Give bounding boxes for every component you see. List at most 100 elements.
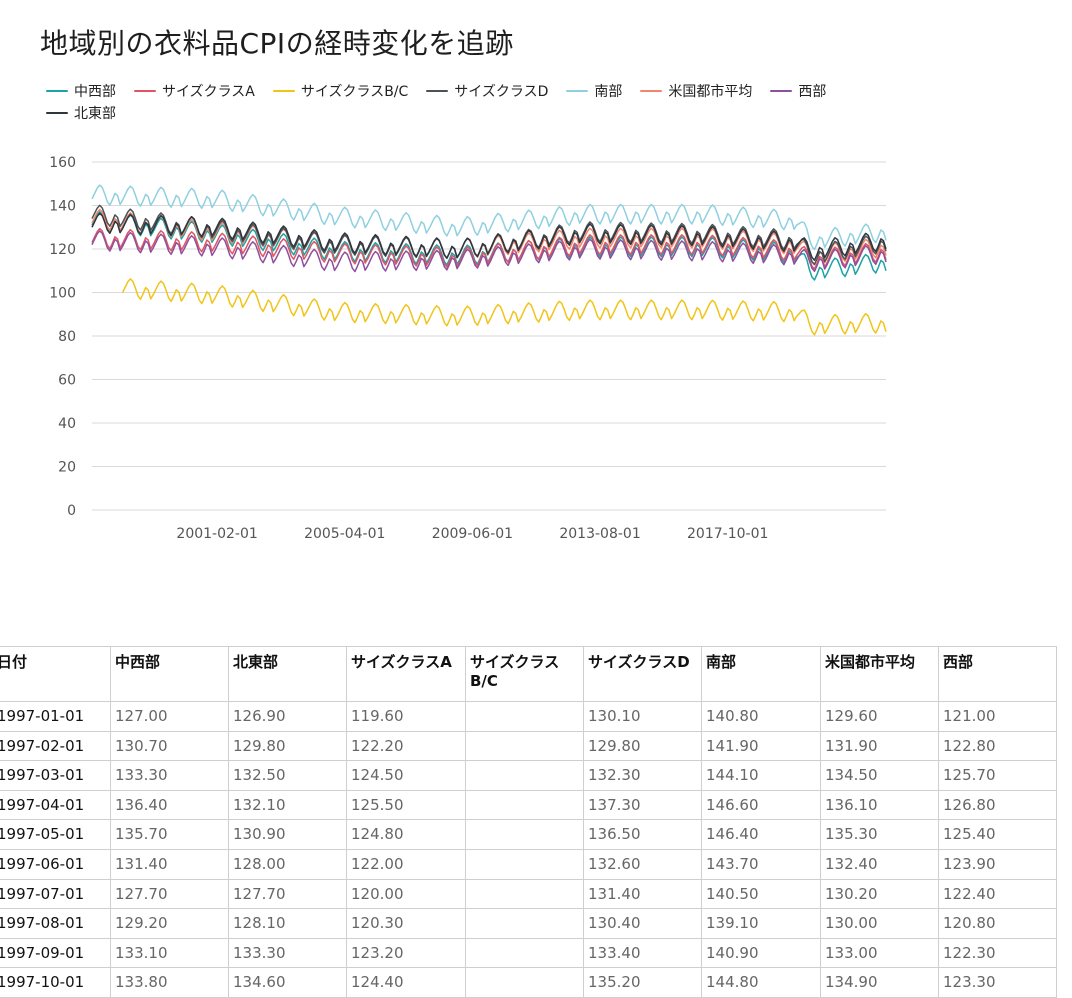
table-value-cell: 125.40: [938, 819, 1057, 850]
legend-item[interactable]: 北東部: [46, 104, 116, 122]
table-header-cell: 南部: [701, 646, 821, 702]
table-date-cell: 1997-08-01: [0, 908, 111, 939]
table-header-cell: 中西部: [110, 646, 229, 702]
table-value-cell: [465, 701, 584, 732]
table-row: 1997-01-01 127.00 126.90 119.60 130.10 140.80…: [0, 701, 1057, 732]
legend-item[interactable]: サイズクラスB/C: [272, 82, 409, 100]
legend-item[interactable]: 南部: [566, 82, 622, 100]
table-value-cell: 133.30: [228, 937, 347, 969]
y-tick-label: 0: [67, 503, 76, 519]
table-value-cell: 144.80: [701, 967, 821, 998]
table-value-cell: 141.90: [701, 730, 821, 762]
legend-item[interactable]: 中西部: [46, 82, 116, 100]
y-tick-label: 100: [49, 286, 76, 302]
table-value-cell: 125.70: [938, 760, 1057, 791]
table-value-cell: 121.00: [938, 701, 1057, 732]
grid-lines: [92, 161, 886, 511]
table-value-cell: 130.40: [583, 908, 702, 939]
legend-swatch: [46, 90, 68, 92]
table-value-cell: 144.10: [701, 760, 821, 791]
table-value-cell: 136.40: [110, 789, 229, 821]
table-header-row: 日付 中西部 北東部 サイズクラスA サイズクラスB/C サイズクラスD 南部 米国都市平均西…: [0, 646, 1057, 702]
table-value-cell: 125.50: [346, 789, 466, 821]
table-value-cell: 134.50: [820, 760, 939, 791]
table-value-cell: 130.90: [228, 819, 347, 850]
table-value-cell: 119.60: [346, 701, 466, 732]
table-value-cell: 143.70: [701, 848, 821, 880]
table-value-cell: [465, 967, 584, 998]
table-value-cell: 127.70: [228, 878, 347, 910]
table-header-cell: 米国都市平均: [820, 646, 939, 702]
table-value-cell: [465, 789, 584, 821]
table-value-cell: 139.10: [701, 908, 821, 939]
series-line: [91, 184, 887, 251]
table-value-cell: 122.20: [346, 730, 466, 762]
x-tick-label: 2013-08-01: [559, 526, 640, 542]
table-row: 1997-06-01 131.40 128.00 122.00 132.60 143.70…: [0, 848, 1057, 880]
table-date-cell: 1997-04-01: [0, 789, 111, 821]
legend-label: サイズクラスD: [454, 84, 549, 100]
y-tick-label: 40: [58, 416, 76, 432]
table-value-cell: 135.70: [110, 819, 229, 850]
table-value-cell: [465, 730, 584, 762]
legend-swatch: [640, 90, 663, 92]
table-value-cell: [465, 760, 584, 791]
legend-item[interactable]: サイズクラスD: [426, 82, 548, 100]
table-date-cell: 1997-09-01: [0, 937, 111, 969]
table-row: 1997-04-01 136.40 132.10 125.50 137.30 146.60…: [0, 789, 1057, 821]
table-value-cell: 136.10: [820, 789, 939, 821]
table-value-cell: 132.30: [583, 760, 702, 791]
legend-label: 中西部: [74, 84, 116, 100]
table-value-cell: 130.10: [583, 701, 702, 732]
legend-swatch: [566, 90, 589, 92]
table-value-cell: 134.90: [820, 967, 939, 998]
table-value-cell: 122.30: [938, 937, 1057, 969]
table-row: 1997-02-01 130.70 129.80 122.20 129.80 141.90…: [0, 730, 1057, 762]
table-value-cell: 133.30: [110, 760, 229, 791]
table-date-cell: 1997-02-01: [0, 730, 111, 762]
table-row: 1997-08-01 129.20 128.10 120.30 130.40 139.10…: [0, 908, 1057, 939]
table-value-cell: 128.10: [228, 908, 347, 939]
table-header-cell: サイズクラスA: [346, 646, 466, 702]
table-value-cell: 130.00: [820, 908, 939, 939]
legend-item[interactable]: 米国都市平均: [640, 82, 752, 100]
table-value-cell: 122.40: [938, 878, 1057, 910]
table-value-cell: 124.40: [346, 967, 466, 998]
table-value-cell: [465, 937, 584, 969]
table-date-cell: 1997-01-01: [0, 701, 111, 732]
table-row: 1997-05-01 135.70 130.90 124.80 136.50 146.40…: [0, 819, 1057, 850]
table-header-cell: サイズクラスB/C: [465, 646, 584, 702]
table-value-cell: 120.00: [346, 878, 466, 910]
table-value-cell: 133.10: [110, 937, 229, 969]
legend-swatch: [46, 112, 68, 114]
table-value-cell: 132.40: [820, 848, 939, 880]
x-tick-label: 2005-04-01: [304, 526, 385, 542]
table-value-cell: 135.30: [820, 819, 939, 850]
table-value-cell: 130.20: [820, 878, 939, 910]
table-value-cell: [465, 819, 584, 850]
table-value-cell: 133.80: [110, 967, 229, 998]
table-value-cell: 133.00: [820, 937, 939, 969]
table-value-cell: 132.50: [228, 760, 347, 791]
table-value-cell: 129.80: [228, 730, 347, 762]
table-value-cell: 123.30: [938, 967, 1057, 998]
legend-label: サイズクラスB/C: [300, 84, 409, 100]
table-header-cell: 日付: [0, 646, 111, 702]
table-value-cell: 131.40: [583, 878, 702, 910]
table-body: 1997-01-01 127.00 126.90 119.60 130.10 140.80…: [0, 701, 1057, 998]
table-date-cell: 1997-06-01: [0, 848, 111, 880]
y-tick-label: 140: [49, 199, 76, 215]
series-line: [121, 278, 887, 336]
table-value-cell: 129.20: [110, 908, 229, 939]
y-tick-label: 160: [49, 155, 76, 171]
table-value-cell: 122.00: [346, 848, 466, 880]
legend-swatch: [770, 90, 793, 92]
table-value-cell: 132.60: [583, 848, 702, 880]
legend-item[interactable]: サイズクラスA: [134, 82, 255, 100]
data-table: 日付 中西部 北東部 サイズクラスA サイズクラスB/C サイズクラスD 南部 米国都市平均西…: [0, 646, 1057, 998]
table-date-cell: 1997-05-01: [0, 819, 111, 850]
table-header-cell: 西部: [938, 646, 1057, 702]
table-value-cell: 120.80: [938, 908, 1057, 939]
legend-item[interactable]: 西部: [770, 82, 826, 100]
table-header-cell: 北東部: [228, 646, 347, 702]
